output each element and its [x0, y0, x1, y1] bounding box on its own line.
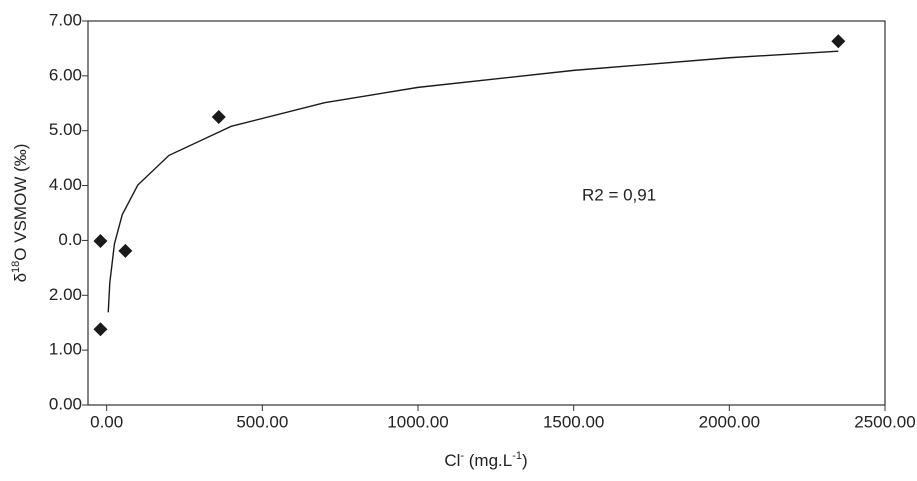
- y-tick-label: 0.00: [49, 394, 82, 413]
- y-tick-label: 7.00: [49, 10, 82, 29]
- label-part: ): [522, 451, 528, 470]
- label-part: δ: [11, 273, 30, 282]
- label-part: O VSMOW (‰): [11, 144, 30, 261]
- data-point: [118, 243, 133, 258]
- x-tick-label: 0.00: [90, 412, 123, 431]
- x-tick-label: 500.00: [236, 412, 288, 431]
- label-part: (mg.L: [464, 451, 512, 470]
- label-part: -1: [512, 450, 522, 462]
- label-part: 18: [10, 261, 22, 273]
- label-part: Cl: [444, 451, 460, 470]
- data-point: [211, 110, 226, 124]
- x-tick-label: 1000.00: [387, 412, 448, 431]
- data-point: [93, 322, 108, 337]
- y-tick-label: 5.00: [49, 120, 82, 139]
- y-tick-label: 2.00: [49, 285, 82, 304]
- x-tick-label: 2000.00: [699, 412, 760, 431]
- plot-frame: [87, 20, 886, 406]
- y-tick-label: 4.00: [49, 175, 82, 194]
- x-tick-label: 1500.00: [543, 412, 604, 431]
- x-tick-label: 2500.00: [854, 412, 915, 431]
- label-part: -: [460, 450, 464, 462]
- y-tick-label: 0.0: [58, 230, 82, 249]
- y-tick-label: 1.00: [49, 340, 82, 359]
- trendline: [107, 50, 839, 313]
- y-tick-label: 6.00: [49, 65, 82, 84]
- annotation: R2 = 0,91: [582, 185, 656, 204]
- x-axis-label: Cl- (mg.L-1): [444, 450, 527, 471]
- y-axis-label: δ18O VSMOW (‰): [10, 144, 31, 283]
- data-point: [93, 233, 108, 248]
- data-point: [831, 34, 846, 49]
